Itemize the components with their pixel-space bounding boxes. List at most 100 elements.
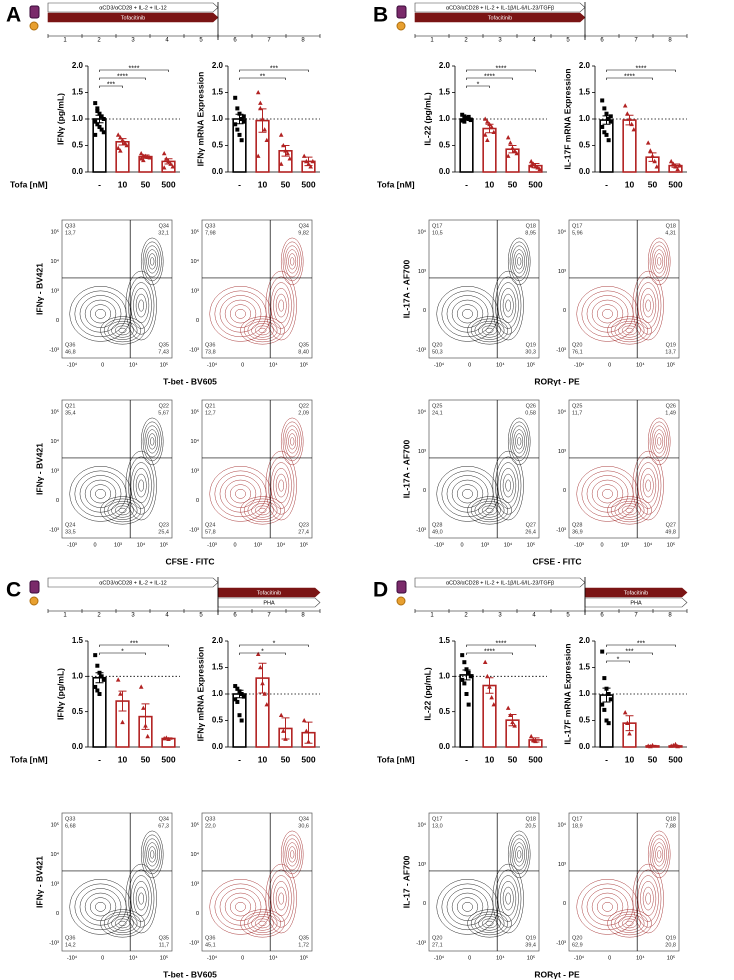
timeline-day: 7 [634, 38, 638, 44]
contour [637, 462, 659, 509]
y-tick-label: 0.0 [212, 167, 224, 176]
significance-label: * [261, 648, 264, 655]
data-point [164, 735, 169, 740]
flow-y-tick-label: 10⁴ [558, 228, 567, 235]
data-point [255, 153, 261, 158]
data-point [97, 670, 102, 675]
y-tick-label: 0.5 [579, 716, 591, 725]
timeline-drug: Tofacitinib [624, 590, 648, 596]
gate-name: Q36 [205, 342, 215, 348]
contour [457, 484, 478, 504]
gate-percent: 1,72 [298, 942, 309, 948]
timeline-day: 5 [199, 613, 203, 619]
flow-y-tick-label: 10³ [418, 449, 426, 455]
error-bar [118, 690, 127, 712]
data-point [239, 718, 244, 723]
data-point [233, 684, 238, 689]
flow-plot-frame [428, 219, 540, 359]
flow-y-tick-label: -10³ [416, 527, 426, 533]
data-point [115, 132, 121, 137]
flow-x-tick-label: 10⁴ [269, 361, 278, 368]
x-axis-title: Tofa [nM] [377, 179, 415, 189]
gate-name: Q34 [159, 223, 169, 229]
gate-name: Q24 [205, 522, 215, 528]
contour [224, 479, 257, 508]
contour [462, 489, 473, 499]
data-point [120, 137, 125, 142]
x-tick-label: 10 [258, 179, 268, 189]
cell-icon [29, 21, 39, 31]
gate-percent: 45,1 [205, 942, 216, 948]
contour [254, 918, 271, 929]
data-point [301, 718, 307, 723]
contour [497, 875, 519, 922]
gate-name: Q20 [572, 342, 582, 348]
contour [288, 433, 297, 450]
data-point [258, 665, 263, 670]
contour [150, 850, 155, 859]
flow-y-tick-label: 10³ [558, 862, 566, 868]
flow-plot-frame [428, 399, 540, 539]
contour [111, 503, 134, 518]
contour [614, 913, 645, 933]
data-point [485, 119, 490, 124]
contour [290, 850, 295, 859]
contour [275, 293, 287, 318]
contour [258, 507, 267, 513]
y-tick-label: 1.0 [212, 114, 224, 123]
x-tick-label: 10 [118, 754, 128, 764]
contour [265, 450, 297, 521]
contour [625, 920, 634, 926]
flow-x-tick-label: 10³ [254, 542, 262, 548]
x-tick-label: 10 [485, 754, 495, 764]
flow-x-tick-label: 0 [600, 542, 603, 548]
timeline-arrow [47, 577, 219, 588]
contour [632, 270, 664, 341]
contour [142, 834, 162, 875]
data-point [262, 127, 267, 132]
contour [632, 863, 664, 934]
flow-y-tick-label: -10³ [416, 940, 426, 946]
contour [621, 505, 638, 516]
flow-x-tick-label: -10⁴ [207, 361, 218, 368]
significance-bracket [99, 652, 146, 655]
data-point [99, 114, 104, 119]
contour [635, 456, 662, 515]
flow-x-tick-label: 10⁴ [496, 954, 505, 961]
flow-y-tick-label: 10⁴ [418, 408, 427, 415]
contour [251, 323, 274, 338]
gate-percent: 32,1 [158, 230, 169, 236]
gate-percent: 5,67 [158, 410, 169, 416]
y-tick-label: 1.0 [72, 114, 84, 123]
x-tick-label: - [98, 179, 101, 189]
gate-name: Q19 [666, 342, 676, 348]
bar [459, 118, 474, 173]
gate-name: Q36 [65, 342, 75, 348]
contour [649, 241, 669, 282]
data-point [285, 150, 290, 156]
y-tick-label: 2.0 [579, 61, 591, 70]
flow-y-label: IL-17A - AF700 [401, 440, 411, 499]
gate-percent: 50,3 [432, 349, 443, 355]
flow-x-tick-label: 0 [460, 542, 463, 548]
flow-x-tick-label: 10⁵ [160, 954, 168, 961]
flow-plot-frame [201, 219, 313, 359]
gate-name: Q35 [299, 342, 309, 348]
data-point [627, 116, 632, 121]
data-point [264, 137, 270, 142]
flow-x-tick-label: 0 [101, 955, 104, 961]
data-point [115, 677, 121, 682]
contour [502, 886, 514, 911]
y-tick-label: 0.5 [72, 707, 84, 716]
contour [275, 886, 287, 911]
data-point [235, 699, 240, 704]
data-point [97, 111, 102, 116]
contour [258, 920, 267, 926]
data-point [97, 124, 102, 129]
flow-x-tick-label: 10⁵ [667, 541, 675, 548]
x-tick-label: - [465, 179, 468, 189]
gate-name: Q34 [159, 816, 169, 822]
gate-percent: 67,3 [158, 823, 169, 829]
contour [280, 237, 304, 286]
data-point [95, 688, 100, 693]
